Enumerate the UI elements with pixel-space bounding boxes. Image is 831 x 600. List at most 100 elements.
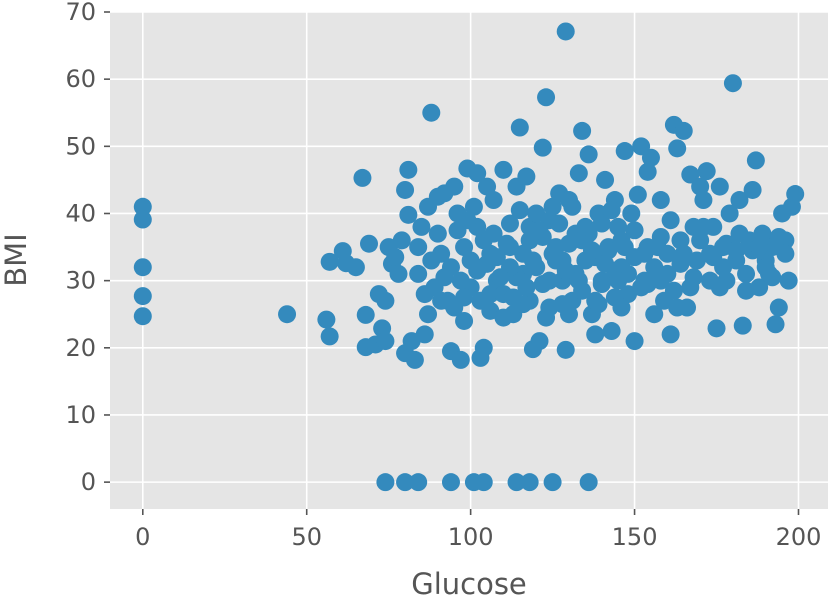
scatter-point bbox=[769, 298, 788, 317]
scatter-point bbox=[396, 473, 415, 492]
scatter-point bbox=[730, 224, 749, 243]
scatter-point bbox=[478, 254, 497, 273]
scatter-point bbox=[763, 268, 782, 287]
scatter-point bbox=[628, 185, 647, 204]
x-tick-label: 100 bbox=[448, 523, 494, 551]
scatter-point bbox=[386, 248, 405, 267]
scatter-point bbox=[133, 197, 152, 216]
scatter-point bbox=[441, 473, 460, 492]
scatter-point bbox=[612, 298, 631, 317]
scatter-point bbox=[769, 227, 788, 246]
scatter-point bbox=[582, 241, 601, 260]
scatter-point bbox=[360, 234, 378, 253]
scatter-point bbox=[510, 118, 529, 137]
scatter-point bbox=[691, 231, 710, 250]
scatter-point bbox=[651, 227, 670, 246]
scatter-point bbox=[691, 177, 710, 196]
scatter-point bbox=[697, 162, 716, 181]
scatter-point bbox=[609, 217, 628, 236]
scatter-point bbox=[733, 316, 752, 335]
scatter-point bbox=[579, 145, 598, 164]
scatter-point bbox=[674, 244, 693, 263]
scatter-point bbox=[658, 244, 677, 263]
scatter-point bbox=[432, 291, 451, 310]
scatter-point bbox=[478, 177, 497, 196]
scatter-point bbox=[497, 234, 516, 253]
scatter-point bbox=[776, 244, 795, 263]
scatter-point bbox=[599, 241, 618, 260]
scatter-point bbox=[625, 221, 644, 240]
scatter-point bbox=[484, 224, 503, 243]
scatter-point bbox=[133, 287, 152, 306]
scatter-point bbox=[428, 224, 447, 243]
y-tick-label: 0 bbox=[81, 468, 96, 496]
scatter-point bbox=[356, 305, 375, 324]
scatter-point bbox=[779, 271, 798, 290]
scatter-point bbox=[602, 201, 621, 220]
scatter-point bbox=[700, 244, 719, 263]
scatter-point bbox=[445, 177, 464, 196]
scatter-point bbox=[661, 211, 680, 230]
scatter-point bbox=[648, 264, 667, 283]
y-tick-label: 40 bbox=[65, 199, 96, 227]
scatter-point bbox=[622, 204, 641, 223]
scatter-point bbox=[641, 148, 660, 167]
scatter-point bbox=[133, 258, 152, 277]
scatter-point bbox=[714, 258, 733, 277]
scatter-point bbox=[317, 310, 336, 329]
scatter-point bbox=[484, 191, 503, 210]
scatter-point bbox=[474, 473, 493, 492]
scatter-point bbox=[556, 261, 575, 280]
scatter-point bbox=[615, 238, 634, 257]
scatter-point bbox=[615, 142, 634, 161]
scatter-point bbox=[651, 191, 670, 210]
scatter-point bbox=[471, 291, 490, 310]
scatter-point bbox=[320, 327, 339, 346]
scatter-point bbox=[133, 307, 152, 326]
y-tick-label: 30 bbox=[65, 267, 96, 295]
scatter-point bbox=[464, 197, 483, 216]
scatter-point bbox=[668, 139, 687, 158]
scatter-point bbox=[494, 308, 513, 327]
scatter-point bbox=[409, 238, 428, 257]
scatter-point bbox=[586, 325, 605, 344]
scatter-point bbox=[569, 164, 588, 183]
scatter-point bbox=[596, 254, 615, 273]
scatter-point bbox=[376, 332, 395, 351]
scatter-point bbox=[278, 305, 297, 324]
x-tick-label: 150 bbox=[612, 523, 658, 551]
scatter-point bbox=[556, 22, 575, 41]
scatter-point bbox=[573, 121, 592, 140]
scatter-point bbox=[441, 258, 460, 277]
scatter-point bbox=[353, 168, 372, 187]
scatter-point bbox=[563, 197, 582, 216]
scatter-point bbox=[533, 275, 552, 294]
x-axis-label: Glucose bbox=[411, 567, 527, 600]
scatter-point bbox=[625, 332, 644, 351]
scatter-point bbox=[668, 298, 687, 317]
scatter-point bbox=[455, 311, 474, 330]
scatter-point bbox=[392, 231, 411, 250]
scatter-point bbox=[523, 251, 542, 270]
data-points bbox=[133, 22, 805, 492]
scatter-point bbox=[556, 340, 575, 359]
scatter-point bbox=[576, 217, 595, 236]
scatter-point bbox=[422, 251, 441, 270]
scatter-point bbox=[589, 295, 608, 314]
scatter-point bbox=[694, 217, 713, 236]
scatter-point bbox=[530, 332, 549, 351]
scatter-point bbox=[543, 473, 562, 492]
scatter-point bbox=[491, 268, 510, 287]
scatter-point bbox=[415, 325, 434, 344]
scatter-point bbox=[710, 278, 729, 297]
scatter-point bbox=[609, 271, 628, 290]
scatter-point bbox=[743, 180, 762, 199]
y-tick-label: 20 bbox=[65, 334, 96, 362]
scatter-point bbox=[645, 305, 664, 324]
x-tick-label: 50 bbox=[291, 523, 322, 551]
scatter-point bbox=[376, 473, 395, 492]
scatter-point bbox=[500, 214, 519, 233]
scatter-point bbox=[474, 338, 493, 357]
scatter-point bbox=[455, 238, 474, 257]
scatter-point bbox=[507, 473, 526, 492]
